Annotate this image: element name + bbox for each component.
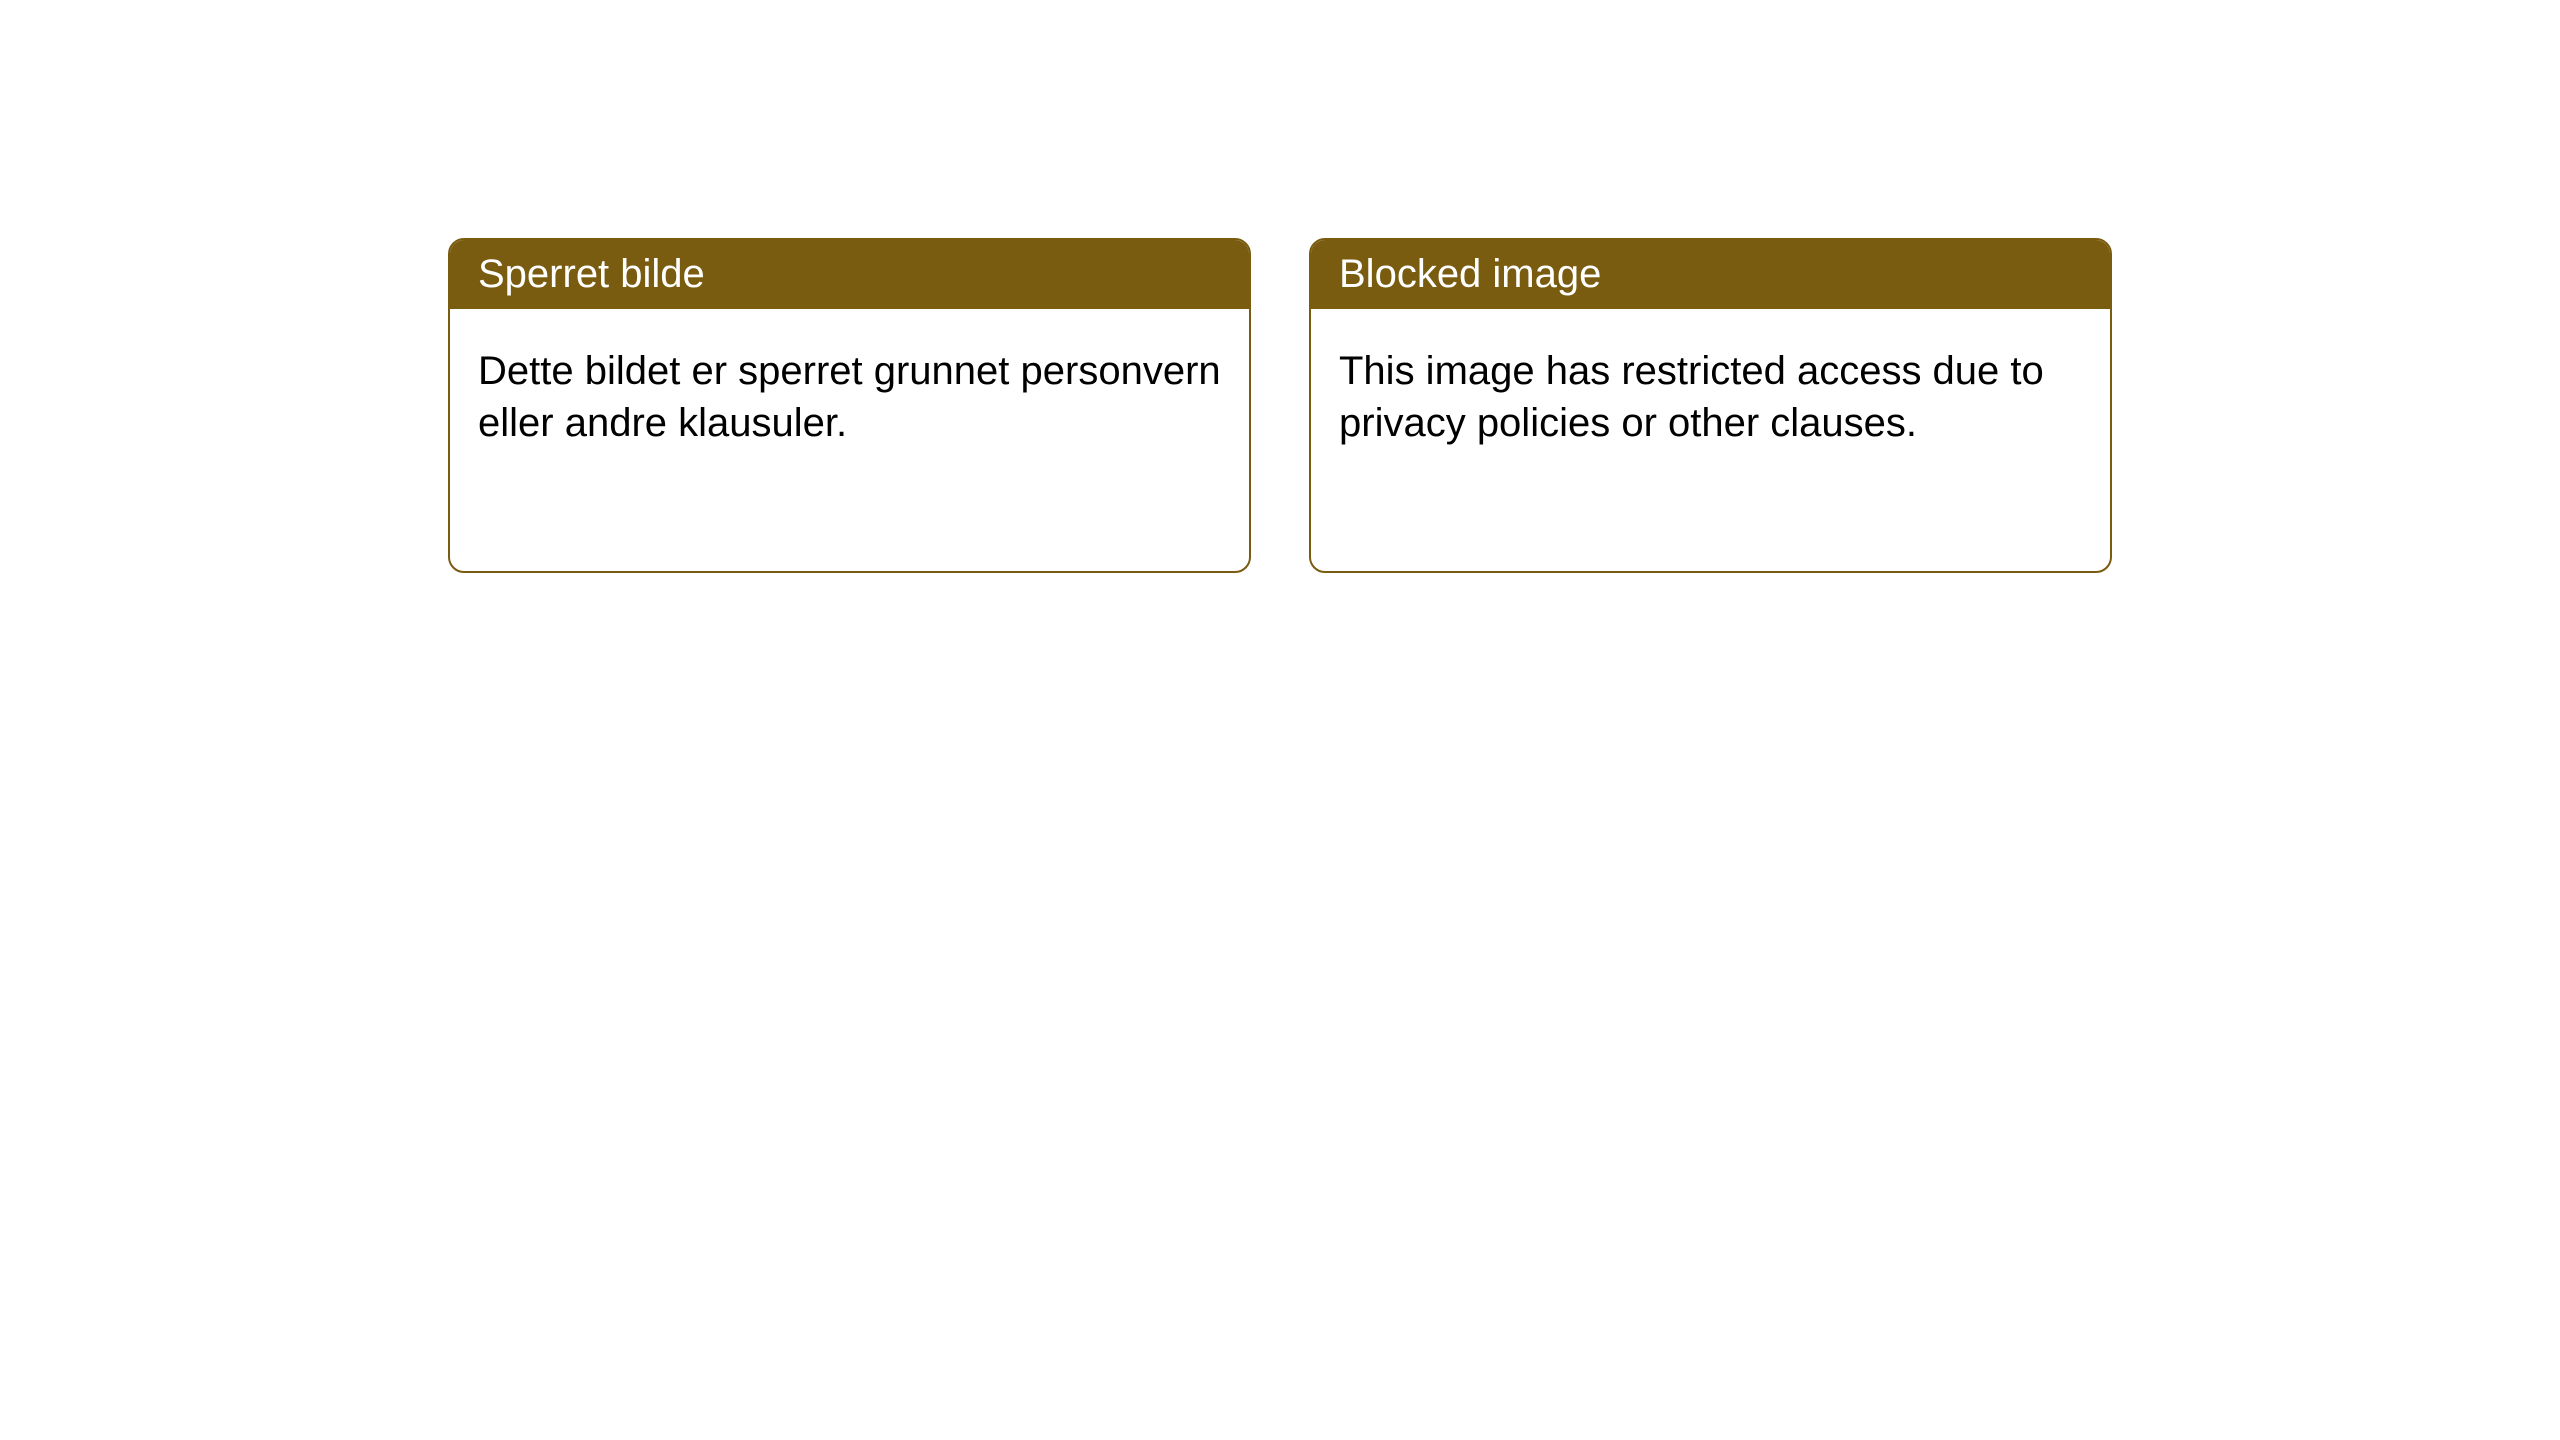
- notice-card-norwegian: Sperret bilde Dette bildet er sperret gr…: [448, 238, 1251, 573]
- notice-title-english: Blocked image: [1311, 240, 2110, 309]
- notice-card-english: Blocked image This image has restricted …: [1309, 238, 2112, 573]
- notice-body-english: This image has restricted access due to …: [1311, 309, 2110, 485]
- notice-container: Sperret bilde Dette bildet er sperret gr…: [448, 238, 2112, 573]
- notice-body-norwegian: Dette bildet er sperret grunnet personve…: [450, 309, 1249, 485]
- notice-title-norwegian: Sperret bilde: [450, 240, 1249, 309]
